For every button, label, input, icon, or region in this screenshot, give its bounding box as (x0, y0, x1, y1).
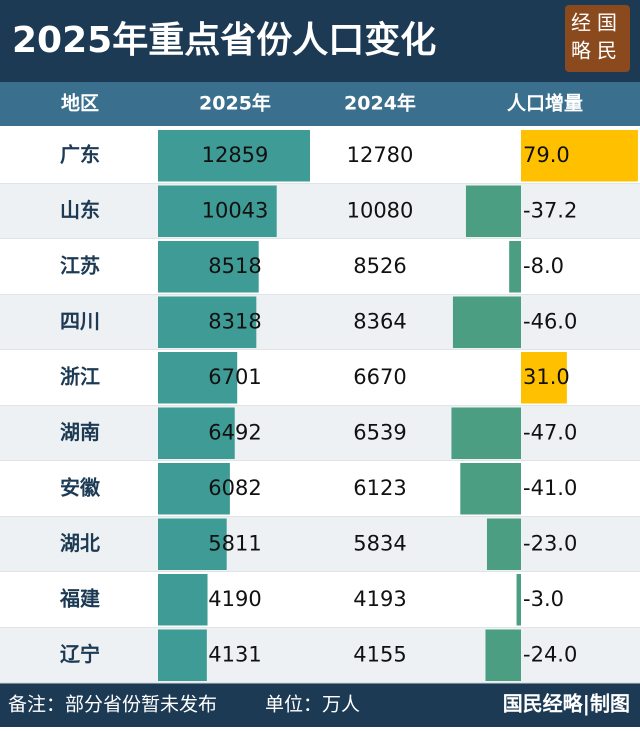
change-label: -8.0 (523, 254, 564, 278)
region: 安徽 (60, 475, 101, 499)
bar-2025 (158, 185, 277, 237)
value-2024: 12780 (347, 143, 414, 167)
logo-text: 略民 (571, 39, 623, 63)
value-2024: 6670 (353, 365, 406, 389)
bar-2025 (158, 352, 238, 404)
row-bg (0, 627, 640, 683)
bar-2025 (158, 463, 230, 515)
bar-2025 (158, 518, 227, 570)
row-bg (0, 516, 640, 572)
change-label: 79.0 (523, 143, 570, 167)
column-header: 人口增量 (507, 92, 583, 115)
change-bar (451, 407, 521, 459)
value-2024: 4193 (353, 587, 406, 611)
value-2025: 8518 (208, 254, 261, 278)
region: 四川 (60, 309, 100, 333)
change-label: -24.0 (523, 642, 577, 666)
column-header: 2025年 (199, 92, 271, 115)
change-label: -47.0 (523, 420, 577, 444)
change-bar (465, 185, 521, 237)
change-bar (521, 130, 638, 182)
footer-unit: 单位：万人 (265, 694, 360, 716)
change-label: -3.0 (523, 587, 564, 611)
row-bg (0, 405, 640, 461)
footer-note: 备注：部分省份暂未发布 (8, 694, 217, 716)
value-2024: 6539 (353, 420, 406, 444)
change-bar (509, 241, 521, 293)
change-bar (516, 574, 521, 626)
change-label: 31.0 (523, 365, 570, 389)
value-2025: 8318 (208, 309, 261, 333)
value-2024: 6123 (353, 476, 406, 500)
bar-2025 (158, 574, 208, 626)
row-bg (0, 461, 640, 517)
footer-credit: 国民经略|制图 (503, 692, 630, 716)
bar-2025 (158, 296, 257, 348)
change-label: -23.0 (523, 531, 577, 555)
footer-bar (0, 683, 640, 727)
bar-2025 (158, 130, 310, 182)
value-2025: 4190 (208, 587, 261, 611)
value-2025: 6701 (208, 365, 261, 389)
region: 山东 (60, 198, 100, 222)
value-2025: 5811 (208, 531, 261, 555)
region: 湖北 (60, 531, 100, 555)
bar-2025 (158, 629, 207, 681)
value-2024: 10080 (347, 198, 414, 222)
value-2025: 6492 (208, 420, 261, 444)
change-label: -37.2 (523, 198, 577, 222)
column-header: 2024年 (344, 92, 416, 115)
region: 辽宁 (60, 642, 100, 666)
value-2024: 8364 (353, 309, 406, 333)
header-row (0, 82, 640, 126)
row-bg (0, 183, 640, 239)
bar-2025 (158, 241, 259, 293)
row-bg (0, 572, 640, 628)
value-2025: 4131 (208, 642, 261, 666)
value-2025: 10043 (202, 198, 269, 222)
change-label: -41.0 (523, 476, 577, 500)
bar-2025 (158, 407, 235, 459)
change-bar (521, 352, 567, 404)
change-label: -46.0 (523, 309, 577, 333)
region: 江苏 (60, 253, 100, 277)
change-bar (460, 463, 521, 515)
value-2024: 4155 (353, 642, 406, 666)
change-bar (485, 629, 521, 681)
logo (565, 5, 630, 72)
region: 广东 (60, 142, 100, 166)
column-header: 地区 (61, 92, 99, 115)
change-bar (486, 518, 521, 570)
value-2024: 8526 (353, 254, 406, 278)
region: 福建 (59, 586, 100, 610)
change-bar (452, 296, 521, 348)
title: 2025年重点省份人口变化 (12, 19, 436, 61)
value-2025: 12859 (202, 143, 269, 167)
row-bg (0, 294, 640, 350)
region: 湖南 (60, 420, 100, 444)
row-bg (0, 239, 640, 295)
value-2025: 6082 (208, 476, 261, 500)
title-bar (0, 0, 640, 82)
logo-text: 经国 (571, 11, 623, 35)
region: 浙江 (60, 364, 100, 388)
value-2024: 5834 (353, 531, 406, 555)
